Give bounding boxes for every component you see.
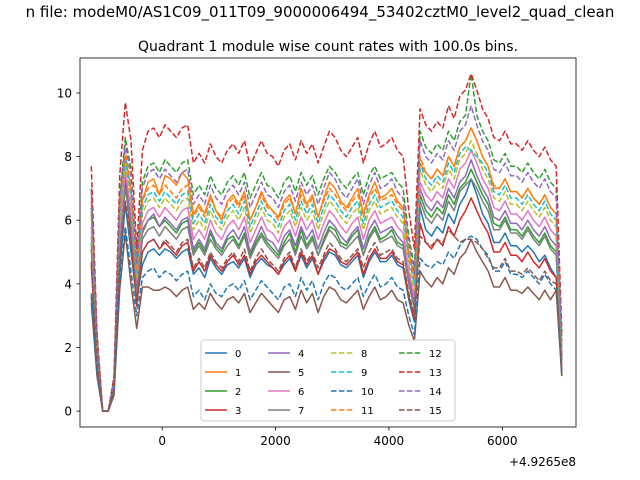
y-axis: 0 2 4 6 8 10 xyxy=(57,86,80,419)
legend-label-5: 5 xyxy=(298,368,304,379)
series-line-10 xyxy=(90,225,563,412)
legend-frame xyxy=(200,339,456,422)
legend-label-4: 4 xyxy=(298,349,304,360)
figure-suptitle: n file: modeM0/AS1C09_011T09_9000006494_… xyxy=(26,3,615,22)
series-line-7 xyxy=(90,178,563,412)
legend-label-13: 13 xyxy=(429,368,442,379)
x-tick-label: 2000 xyxy=(260,434,291,448)
x-tick-label: 6000 xyxy=(487,434,518,448)
series-line-11 xyxy=(90,127,563,412)
legend-label-9: 9 xyxy=(361,368,367,379)
series-line-12 xyxy=(90,73,563,412)
series-line-5 xyxy=(90,232,563,412)
series-line-3 xyxy=(90,181,563,412)
legend-label-7: 7 xyxy=(298,406,304,417)
legend-label-14: 14 xyxy=(429,387,442,398)
x-tick-label: 0 xyxy=(158,434,166,448)
axes-frame xyxy=(79,57,577,428)
series-line-13 xyxy=(90,73,563,412)
series-line-1 xyxy=(90,127,563,412)
series-layer xyxy=(90,73,563,412)
x-axis-offset-label: +4.9265e8 xyxy=(509,455,576,469)
series-line-2 xyxy=(90,168,563,412)
series-line-4 xyxy=(90,159,563,412)
series-line-9 xyxy=(90,146,563,412)
y-tick-label: 0 xyxy=(64,405,72,419)
y-tick-label: 4 xyxy=(64,277,72,291)
legend-label-3: 3 xyxy=(235,406,241,417)
legend-label-15: 15 xyxy=(429,406,442,417)
y-tick-label: 6 xyxy=(64,214,72,228)
series-line-8 xyxy=(90,139,563,412)
legend-label-0: 0 xyxy=(235,349,241,360)
series-line-14 xyxy=(90,104,563,412)
y-tick-label: 8 xyxy=(64,150,72,164)
x-axis: 0 2000 4000 6000 xyxy=(158,427,518,448)
legend-label-12: 12 xyxy=(429,349,442,360)
legend-label-6: 6 xyxy=(298,387,304,398)
series-line-15 xyxy=(90,200,563,412)
legend-label-10: 10 xyxy=(361,387,374,398)
series-line-0 xyxy=(90,178,563,412)
legend-label-11: 11 xyxy=(361,406,374,417)
x-tick-label: 4000 xyxy=(374,434,405,448)
legend-label-8: 8 xyxy=(361,349,367,360)
y-tick-label: 10 xyxy=(57,86,72,100)
y-tick-label: 2 xyxy=(64,341,72,355)
series-line-6 xyxy=(90,149,563,412)
legend-label-1: 1 xyxy=(235,368,241,379)
legend-label-2: 2 xyxy=(235,387,241,398)
chart-title: Quadrant 1 module wise count rates with … xyxy=(138,39,518,55)
